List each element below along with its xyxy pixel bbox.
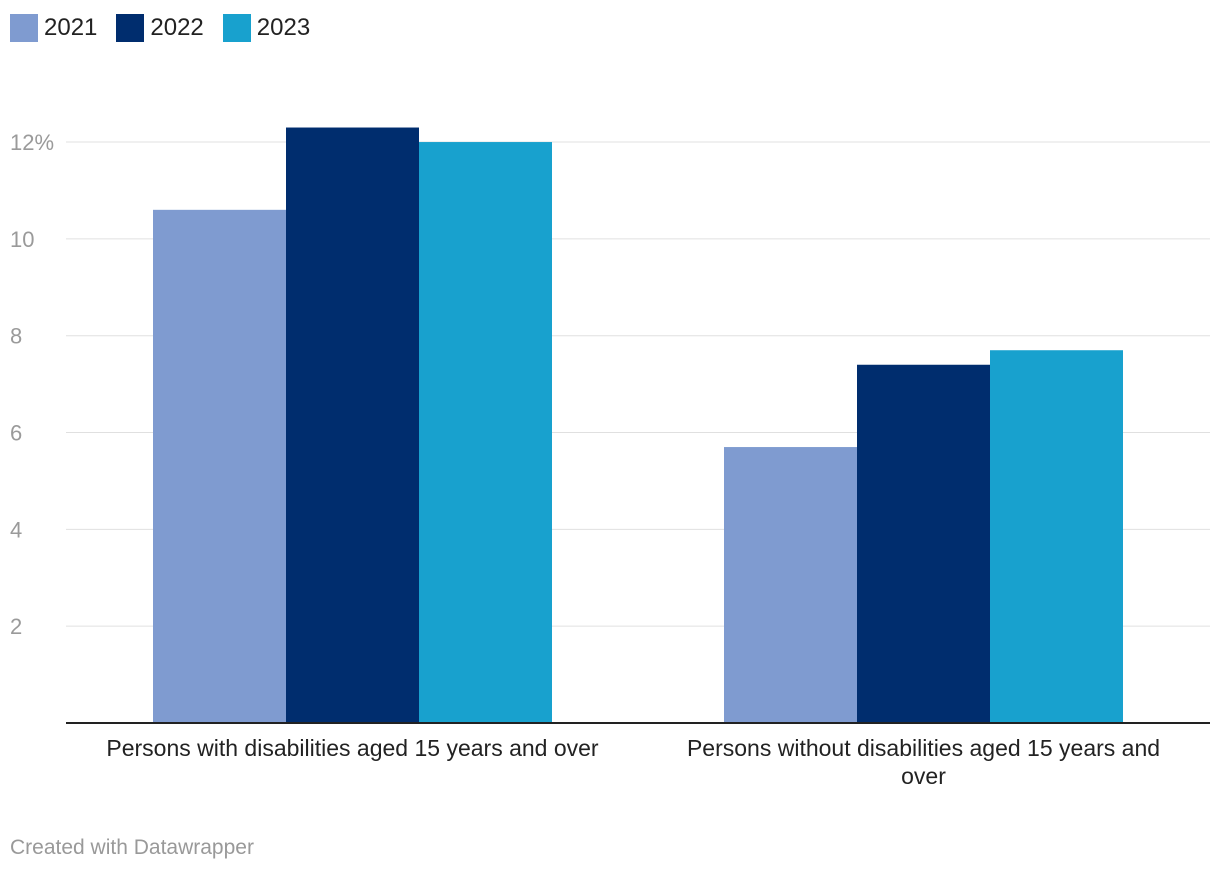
legend-item-2022: 2022 [116, 14, 204, 42]
legend-label-2023: 2023 [256, 14, 311, 41]
y-tick-label-10: 10 [10, 227, 34, 252]
legend-swatch-2022 [116, 14, 145, 42]
bar-2023-category-0 [419, 142, 552, 724]
datawrapper-credit: Created with Datawrapper [10, 836, 254, 859]
legend-label-2022: 2022 [150, 14, 204, 41]
chart-legend: 2021 2022 2023 [10, 13, 329, 43]
y-tick-label-2: 2 [10, 614, 22, 639]
x-category-label-with-disabilities: Persons with disabilities aged 15 years … [106, 735, 599, 761]
bar-2021-category-0 [153, 209, 286, 724]
y-tick-label-6: 6 [10, 421, 22, 446]
legend-swatch-2023 [222, 14, 251, 42]
bar-2023-category-1 [990, 350, 1123, 723]
legend-swatch-2021 [10, 14, 38, 42]
y-tick-label-4: 4 [10, 517, 22, 542]
bar-2022-category-0 [286, 127, 419, 724]
legend-label-2021: 2021 [44, 14, 98, 41]
legend-item-2023: 2023 [222, 14, 311, 42]
x-category-label-without-disabilities: Persons without disabilities aged 15 yea… [686, 735, 1161, 789]
legend-item-2021: 2021 [10, 14, 97, 42]
bar-2022-category-1 [857, 364, 990, 723]
bar-2021-category-1 [724, 447, 857, 723]
y-tick-label-12: 12% [10, 130, 54, 155]
y-tick-label-8: 8 [10, 324, 22, 349]
